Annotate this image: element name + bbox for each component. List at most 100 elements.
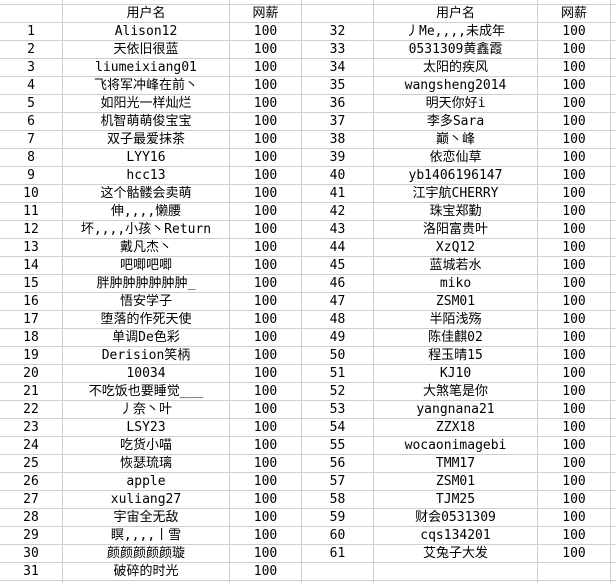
header-salary-right-cell[interactable]: 网薪	[538, 5, 611, 23]
cell[interactable]	[611, 41, 616, 59]
row-number-cell[interactable]: 53	[302, 401, 374, 419]
cell[interactable]	[230, 0, 302, 5]
salary-cell[interactable]: 100	[230, 221, 302, 239]
salary-cell[interactable]: 100	[538, 203, 611, 221]
row-number-cell[interactable]: 51	[302, 365, 374, 383]
username-cell[interactable]: 吃货小喵	[63, 437, 230, 455]
salary-cell[interactable]: 100	[230, 311, 302, 329]
username-cell[interactable]: LYY16	[63, 149, 230, 167]
username-cell[interactable]: 坏,,,,小孩丶Return	[63, 221, 230, 239]
row-number-cell[interactable]: 7	[0, 131, 63, 149]
salary-cell[interactable]: 100	[538, 365, 611, 383]
salary-cell[interactable]: 100	[538, 23, 611, 41]
row-number-cell[interactable]: 14	[0, 257, 63, 275]
salary-cell[interactable]: 100	[538, 473, 611, 491]
row-number-cell[interactable]: 50	[302, 347, 374, 365]
cell[interactable]	[230, 581, 302, 583]
salary-cell[interactable]: 100	[538, 527, 611, 545]
salary-cell[interactable]: 100	[538, 311, 611, 329]
cell[interactable]	[63, 0, 230, 5]
row-number-cell[interactable]: 13	[0, 239, 63, 257]
salary-cell[interactable]: 100	[538, 59, 611, 77]
salary-cell[interactable]: 100	[230, 293, 302, 311]
username-cell[interactable]: 0531309黄鑫霞	[374, 41, 538, 59]
cell[interactable]	[611, 257, 616, 275]
row-number-cell[interactable]: 36	[302, 95, 374, 113]
username-cell[interactable]: 陈佳麒02	[374, 329, 538, 347]
cell[interactable]	[611, 59, 616, 77]
salary-cell[interactable]: 100	[538, 545, 611, 563]
username-cell[interactable]: ZZX18	[374, 419, 538, 437]
cell[interactable]	[611, 203, 616, 221]
cell[interactable]	[611, 113, 616, 131]
cell[interactable]	[611, 221, 616, 239]
row-number-cell[interactable]: 5	[0, 95, 63, 113]
salary-cell[interactable]: 100	[230, 491, 302, 509]
salary-cell[interactable]: 100	[230, 167, 302, 185]
row-number-cell[interactable]: 26	[0, 473, 63, 491]
cell[interactable]	[611, 473, 616, 491]
username-cell[interactable]: 胖肿肿肿肿肿肿_	[63, 275, 230, 293]
row-number-cell[interactable]: 54	[302, 419, 374, 437]
row-number-cell[interactable]: 27	[0, 491, 63, 509]
header-salary-left-cell[interactable]: 网薪	[230, 5, 302, 23]
row-number-cell[interactable]: 60	[302, 527, 374, 545]
username-cell[interactable]: 太阳的疾风	[374, 59, 538, 77]
cell[interactable]	[611, 527, 616, 545]
username-cell[interactable]: 恢瑟琉璃	[63, 455, 230, 473]
username-cell[interactable]: XzQ12	[374, 239, 538, 257]
row-number-cell[interactable]: 2	[0, 41, 63, 59]
salary-cell[interactable]: 100	[230, 401, 302, 419]
username-cell[interactable]	[374, 563, 538, 581]
cell[interactable]	[374, 581, 538, 583]
salary-cell[interactable]: 100	[230, 113, 302, 131]
row-number-cell[interactable]: 31	[0, 563, 63, 581]
row-number-cell[interactable]: 30	[0, 545, 63, 563]
username-cell[interactable]: miko	[374, 275, 538, 293]
salary-cell[interactable]: 100	[538, 383, 611, 401]
row-number-cell[interactable]: 48	[302, 311, 374, 329]
cell[interactable]	[611, 23, 616, 41]
salary-cell[interactable]: 100	[230, 77, 302, 95]
username-cell[interactable]: 瞑,,,,丨雪	[63, 527, 230, 545]
cell[interactable]	[611, 383, 616, 401]
row-number-cell[interactable]: 44	[302, 239, 374, 257]
row-number-cell[interactable]: 22	[0, 401, 63, 419]
salary-cell[interactable]: 100	[230, 437, 302, 455]
row-number-cell[interactable]: 9	[0, 167, 63, 185]
row-number-cell[interactable]: 21	[0, 383, 63, 401]
username-cell[interactable]: 江宇航CHERRY	[374, 185, 538, 203]
salary-cell[interactable]: 100	[538, 95, 611, 113]
cell[interactable]	[374, 0, 538, 5]
username-cell[interactable]: 这个骷髅会卖萌	[63, 185, 230, 203]
cell[interactable]	[611, 167, 616, 185]
row-number-cell[interactable]: 41	[302, 185, 374, 203]
row-number-cell[interactable]: 16	[0, 293, 63, 311]
cell[interactable]	[611, 455, 616, 473]
row-number-cell[interactable]: 17	[0, 311, 63, 329]
salary-cell[interactable]: 100	[230, 365, 302, 383]
username-cell[interactable]: 堕落的作死天使	[63, 311, 230, 329]
username-cell[interactable]: 财会0531309	[374, 509, 538, 527]
cell[interactable]	[538, 0, 611, 5]
username-cell[interactable]: Alison12	[63, 23, 230, 41]
username-cell[interactable]: hcc13	[63, 167, 230, 185]
salary-cell[interactable]: 100	[538, 167, 611, 185]
cell[interactable]	[63, 581, 230, 583]
username-cell[interactable]: yb1406196147	[374, 167, 538, 185]
row-number-cell[interactable]: 58	[302, 491, 374, 509]
username-cell[interactable]: 程玉晴15	[374, 347, 538, 365]
salary-cell[interactable]: 100	[230, 329, 302, 347]
salary-cell[interactable]: 100	[538, 491, 611, 509]
cell[interactable]	[611, 0, 616, 5]
salary-cell[interactable]: 100	[230, 275, 302, 293]
salary-cell[interactable]: 100	[538, 275, 611, 293]
salary-cell[interactable]: 100	[230, 59, 302, 77]
row-number-cell[interactable]: 8	[0, 149, 63, 167]
header-rownum-right-cell[interactable]	[302, 5, 374, 23]
username-cell[interactable]: 破碎的时光	[63, 563, 230, 581]
salary-cell[interactable]: 100	[230, 509, 302, 527]
row-number-cell[interactable]: 52	[302, 383, 374, 401]
salary-cell[interactable]	[538, 563, 611, 581]
row-number-cell[interactable]: 39	[302, 149, 374, 167]
